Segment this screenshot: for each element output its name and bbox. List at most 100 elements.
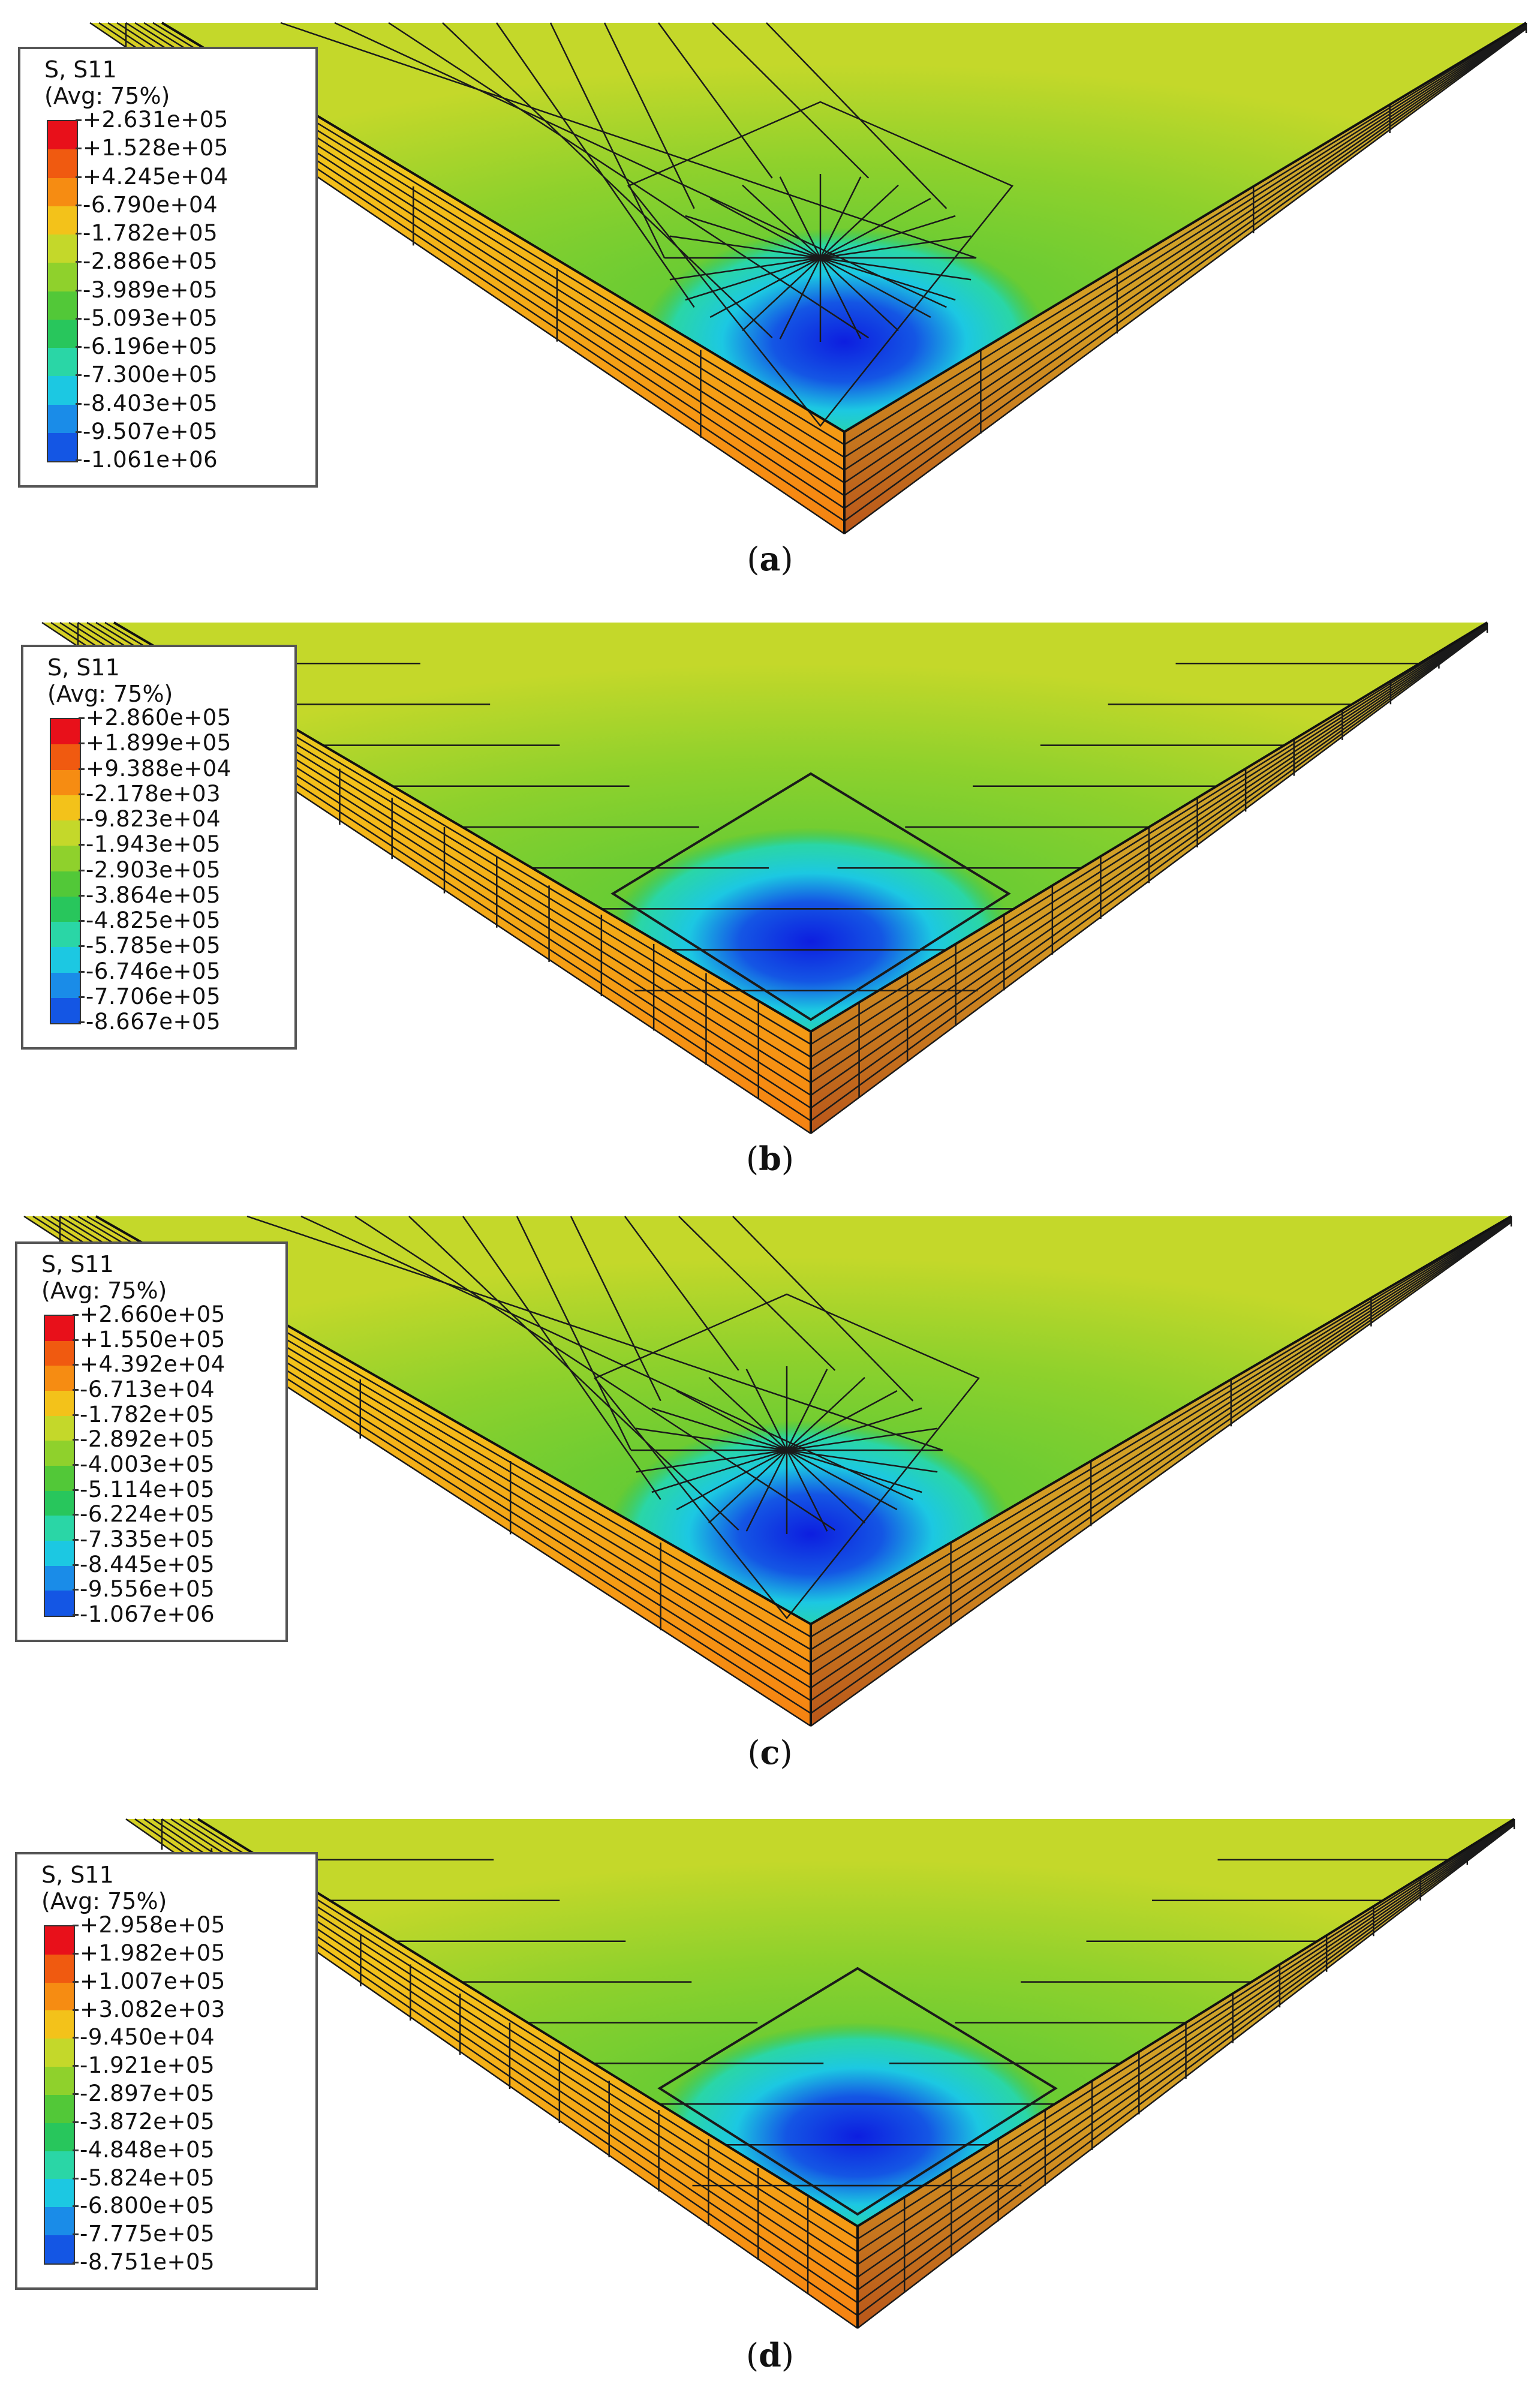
legend-tick — [79, 920, 85, 922]
legend-color-band — [51, 719, 80, 745]
legend-value: +2.631e+05 — [83, 107, 228, 133]
legend-tick — [73, 1439, 79, 1441]
legend-value: -6.224e+05 — [80, 1501, 215, 1528]
legend-value: -5.824e+05 — [80, 2164, 215, 2191]
legend-value: +4.392e+04 — [80, 1351, 225, 1378]
panel-b: S, S11 (Avg: 75%) +2.860e+05 +1.899e+05 +9.3… — [0, 600, 1540, 1200]
legend-color-band — [45, 2067, 74, 2095]
panel-caption-b: (b) — [746, 1140, 794, 1178]
legend-color-band — [45, 1954, 74, 1983]
legend-color-band — [51, 846, 80, 871]
legend-d: S, S11 (Avg: 75%) +2.958e+05 +1.982e+05 +1.0… — [15, 1852, 318, 2290]
legend-color-band — [45, 2207, 74, 2236]
legend-tick — [79, 742, 85, 745]
legend-color-band — [48, 206, 77, 235]
legend-value: -7.300e+05 — [83, 362, 218, 388]
legend-tick — [79, 844, 85, 846]
legend-value: -6.713e+04 — [80, 1376, 215, 1402]
legend-tick — [73, 2037, 79, 2039]
legend-value: -8.667e+05 — [86, 1009, 221, 1035]
legend-color-band — [45, 1366, 74, 1391]
panel-d: S, S11 (Avg: 75%) +2.958e+05 +1.982e+05 +1.0… — [0, 1799, 1540, 2399]
legend-colorbar — [50, 718, 81, 1024]
legend-color-band — [51, 997, 80, 1023]
legend-tick — [79, 1021, 85, 1023]
top-surface — [114, 623, 1487, 1032]
legend-value: -6.790e+04 — [83, 191, 218, 218]
legend-value: +1.550e+05 — [80, 1326, 225, 1352]
legend-color-band — [51, 795, 80, 820]
legend-color-band — [51, 744, 80, 770]
legend-color-band — [51, 871, 80, 897]
legend-value: +3.082e+03 — [80, 1996, 225, 2022]
legend-color-band — [45, 1441, 74, 1466]
legend-averaging: (Avg: 75%) — [44, 83, 170, 109]
legend-title: S, S11 — [41, 1251, 114, 1277]
legend-color-band — [51, 947, 80, 973]
legend-tick — [73, 2093, 79, 2095]
legend-tick — [73, 1364, 79, 1366]
legend-value: -1.067e+06 — [80, 1601, 215, 1627]
legend-tick — [73, 1614, 79, 1616]
legend-color-band — [51, 820, 80, 846]
legend-value: +9.388e+04 — [86, 755, 231, 781]
legend-value: -5.114e+05 — [80, 1476, 215, 1502]
legend-value: -3.864e+05 — [86, 882, 221, 908]
legend-value: -2.886e+05 — [83, 248, 218, 275]
legend-value: -2.178e+03 — [86, 780, 221, 807]
legend-tick — [73, 1489, 79, 1491]
legend-value: +1.982e+05 — [80, 1940, 225, 1966]
legend-averaging: (Avg: 75%) — [47, 681, 173, 707]
legend-color-band — [48, 291, 77, 320]
legend-tick — [73, 2205, 79, 2208]
legend-color-band — [48, 178, 77, 206]
legend-value: -6.746e+05 — [86, 958, 221, 984]
legend-value: -9.450e+04 — [80, 2024, 215, 2051]
legend-value: -1.943e+05 — [86, 831, 221, 858]
legend-tick — [73, 1564, 79, 1566]
legend-value: -9.823e+04 — [86, 806, 221, 832]
legend-color-band — [45, 1516, 74, 1541]
legend-value: -3.989e+05 — [83, 276, 218, 303]
legend-tick — [73, 1925, 79, 1926]
legend-color-band — [45, 1926, 74, 1955]
legend-color-band — [45, 2010, 74, 2039]
legend-value: -5.785e+05 — [86, 933, 221, 959]
legend-tick — [73, 2065, 79, 2067]
legend-tick — [79, 996, 85, 998]
legend-tick — [76, 233, 82, 235]
caption-letter: c — [760, 1733, 780, 1772]
legend-tick — [73, 2233, 79, 2236]
legend-color-band — [48, 319, 77, 348]
legend-color-band — [45, 1340, 74, 1366]
legend-color-band — [48, 404, 77, 433]
legend-colorbar — [44, 1315, 75, 1617]
legend-value: -9.507e+05 — [83, 418, 218, 444]
legend-tick — [79, 945, 85, 948]
legend-tick — [76, 176, 82, 178]
legend-tick — [73, 2121, 79, 2123]
legend-b: S, S11 (Avg: 75%) +2.860e+05 +1.899e+05 +9.3… — [21, 645, 297, 1050]
legend-tick — [73, 1464, 79, 1466]
legend-color-band — [48, 432, 77, 461]
legend-value: +4.245e+04 — [83, 163, 228, 190]
legend-tick — [73, 2177, 79, 2179]
legend-tick — [73, 1980, 79, 1983]
legend-value: -5.093e+05 — [83, 305, 218, 331]
legend-color-band — [45, 1540, 74, 1566]
legend-tick — [73, 1339, 79, 1341]
legend-tick — [79, 717, 85, 719]
legend-value: -1.782e+05 — [83, 220, 218, 246]
panel-c: S, S11 (Avg: 75%) +2.660e+05 +1.550e+05 +4.3… — [0, 1200, 1540, 1799]
top-surface — [162, 23, 1526, 432]
legend-tick — [76, 317, 82, 320]
legend-title: S, S11 — [41, 1862, 114, 1888]
legend-tick — [73, 1314, 79, 1316]
legend-value: +2.860e+05 — [86, 705, 231, 730]
legend-tick — [79, 793, 85, 795]
legend-color-band — [45, 1316, 74, 1341]
legend-value: -7.775e+05 — [80, 2221, 215, 2247]
legend-c: S, S11 (Avg: 75%) +2.660e+05 +1.550e+05 +4.3… — [15, 1241, 288, 1642]
panel-caption-c: (c) — [747, 1733, 793, 1772]
legend-value: -6.800e+05 — [80, 2193, 215, 2219]
